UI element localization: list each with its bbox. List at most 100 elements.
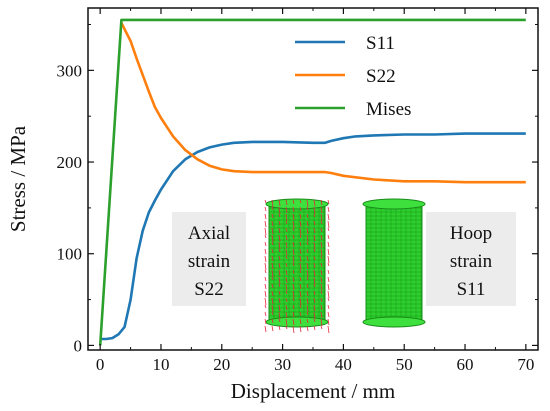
stress-arrow: [278, 325, 281, 331]
stress-arrow: [264, 318, 267, 325]
stress-arrow: [320, 255, 323, 260]
stress-arrow: [327, 269, 330, 275]
annotation-text: strain: [188, 251, 231, 272]
stress-arrow: [292, 276, 295, 283]
stress-arrow: [299, 262, 302, 271]
stress-arrow: [271, 290, 274, 297]
stress-arrow: [306, 206, 309, 211]
stress-arrow: [264, 262, 267, 271]
stress-arrow: [264, 325, 267, 333]
annotation-background: [426, 212, 516, 306]
legend-label-s11: S11: [366, 33, 395, 54]
stress-arrow: [313, 262, 316, 269]
stress-arrow: [271, 283, 274, 289]
stress-arrow: [292, 304, 295, 310]
stress-arrow: [264, 213, 267, 220]
stress-arrow: [271, 220, 274, 227]
stress-arrow: [306, 318, 309, 324]
stress-arrow: [299, 213, 302, 220]
stress-arrow: [313, 290, 316, 296]
stress-arrow: [299, 269, 302, 274]
stress-arrow: [278, 234, 281, 242]
stress-arrow: [264, 248, 267, 255]
stress-arrow: [299, 255, 302, 263]
stress-arrow: [264, 304, 267, 309]
stress-arrow: [264, 276, 267, 282]
stress-arrow: [299, 206, 302, 212]
x-tick-label: 70: [517, 355, 534, 374]
stress-arrow: [285, 283, 288, 292]
cylinder-bottom-ring: [265, 316, 329, 328]
stress-arrow: [271, 311, 274, 316]
stress-arrow: [264, 269, 267, 274]
annotation-text: Axial: [188, 223, 230, 244]
cylinder-axial: [264, 198, 330, 334]
stress-arrow: [320, 325, 323, 330]
cylinder-bottom-ring: [362, 316, 426, 328]
stress-arrow: [299, 304, 302, 309]
stress-arrow: [271, 269, 274, 278]
stress-arrow: [327, 241, 330, 248]
stress-arrow: [327, 220, 330, 229]
stress-arrow: [292, 290, 295, 299]
stress-arrow: [320, 318, 323, 327]
stress-arrow: [271, 304, 274, 313]
stress-arrow: [313, 311, 316, 320]
stress-arrow: [285, 220, 288, 225]
stress-arrow: [271, 325, 274, 332]
stress-arrow: [285, 241, 288, 249]
stress-arrow: [285, 248, 288, 257]
stress-arrow: [264, 241, 267, 247]
stress-arrow: [285, 311, 288, 319]
y-tick-label: 0: [74, 336, 83, 355]
stress-arrow: [278, 276, 281, 285]
stress-arrow: [264, 206, 267, 212]
stress-arrow: [278, 248, 281, 253]
stress-arrow: [264, 220, 267, 228]
stress-arrow: [306, 213, 309, 219]
stress-arrow: [313, 248, 316, 253]
stress-arrow: [285, 325, 288, 330]
stress-arrow: [278, 220, 281, 226]
stress-arrow: [292, 318, 295, 326]
stress-arrow: [313, 304, 316, 312]
cylinder-images: [264, 198, 426, 334]
stress-arrow: [299, 248, 302, 255]
stress-arrow: [313, 325, 316, 331]
stress-arrow: [285, 276, 288, 284]
stress-arrow: [306, 290, 309, 297]
stress-arrow: [313, 283, 316, 288]
stress-arrow: [313, 227, 316, 234]
stress-arrow: [292, 199, 295, 205]
stress-arrow: [299, 290, 302, 298]
stress-arrow: [299, 276, 302, 282]
stress-arrow: [292, 297, 295, 302]
stress-arrow: [278, 283, 281, 288]
stress-arrow: [313, 213, 316, 218]
stress-arrow: [285, 234, 288, 241]
stress-arrow: [278, 199, 281, 207]
stress-arrow: [320, 297, 323, 303]
stress-arrow: [264, 199, 267, 204]
stress-arrow: [320, 248, 323, 257]
stress-arrow: [271, 234, 274, 243]
stress-arrow: [306, 297, 309, 305]
x-tick-label: 10: [152, 355, 169, 374]
stress-arrow: [271, 213, 274, 219]
stress-arrow: [278, 227, 281, 234]
stress-arrow: [327, 255, 330, 264]
y-tick-label: 200: [57, 153, 83, 172]
stress-arrow: [271, 248, 274, 254]
stress-arrow: [271, 199, 274, 208]
series-line-mises: [98, 18, 526, 346]
stress-arrow: [327, 206, 330, 213]
stress-arrow: [264, 297, 267, 306]
stress-arrow: [299, 297, 302, 306]
x-tick-label: 0: [96, 355, 105, 374]
stress-arrow: [299, 241, 302, 247]
stress-arrow: [271, 276, 274, 281]
stress-arrow: [264, 311, 267, 317]
annotation-text: S22: [194, 279, 224, 300]
annotation-text: strain: [450, 251, 493, 272]
annotation-box-2: Hoop strain S11: [426, 212, 516, 306]
